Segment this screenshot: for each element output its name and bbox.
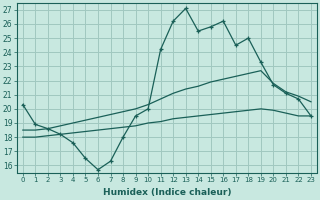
- X-axis label: Humidex (Indice chaleur): Humidex (Indice chaleur): [103, 188, 231, 197]
